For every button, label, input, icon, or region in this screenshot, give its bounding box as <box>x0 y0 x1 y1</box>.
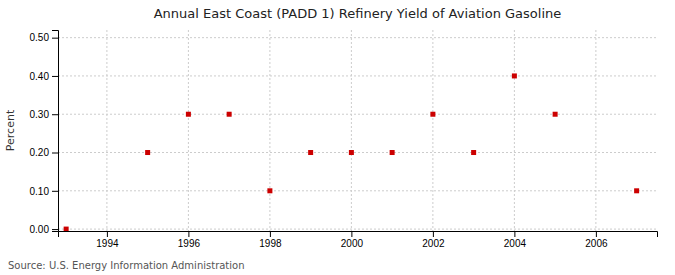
x-tick-label: 2006 <box>585 238 608 249</box>
grid-line-x <box>595 30 596 231</box>
grid-line-y <box>58 114 657 115</box>
grid-line-y <box>58 190 657 191</box>
x-tick: 1998 <box>259 231 282 249</box>
point <box>553 112 558 117</box>
grid-line-y <box>58 229 657 230</box>
y-axis-label: Percent <box>4 109 17 151</box>
x-tick-mark <box>351 231 352 237</box>
x-tick: 2002 <box>422 231 445 249</box>
y-tick: 0.30 <box>30 109 58 120</box>
x-tick-mark <box>514 231 515 237</box>
x-tick-mark <box>107 231 108 237</box>
y-tick-label: 0.10 <box>30 186 50 197</box>
x-tick-mark <box>433 231 434 237</box>
point <box>512 73 517 78</box>
y-tick: 0.50 <box>30 32 58 43</box>
y-tick: 0.40 <box>30 71 58 82</box>
title: Annual East Coast (PADD 1) Refinery Yiel… <box>154 6 562 21</box>
y-axis: 0.00 0.10 0.20 0.30 0.40 0.50 <box>30 31 59 235</box>
point <box>634 188 639 193</box>
y-tick-label: 0.20 <box>30 147 50 158</box>
point <box>267 188 272 193</box>
y-tick-mark <box>52 229 58 230</box>
y-tick-label: 0.50 <box>30 32 50 43</box>
y-tick-mark <box>52 76 58 77</box>
point <box>430 112 435 117</box>
x-tick-label: 1996 <box>178 238 201 249</box>
x-tick: 2004 <box>504 231 527 249</box>
grid-line-x <box>432 30 433 231</box>
point <box>145 150 150 155</box>
grid-line-x <box>351 30 352 231</box>
x-tick-label: 1998 <box>259 238 282 249</box>
point <box>186 112 191 117</box>
point <box>64 227 69 231</box>
point <box>308 150 313 155</box>
grid-line-x <box>269 30 270 231</box>
x-tick-mark <box>596 231 597 237</box>
y-tick: 0.10 <box>30 186 58 197</box>
plot: 1994 1996 1998 2000 2002 2004 2006 0.00 0.10 0.20… <box>30 30 658 249</box>
y-tick: 0.20 <box>30 147 58 158</box>
grid-line-x <box>514 30 515 231</box>
grid-line-x <box>106 30 107 231</box>
x-tick: 2000 <box>341 231 364 249</box>
x-tick-mark <box>270 231 271 237</box>
grid-line-y <box>58 37 657 38</box>
x-tick-label: 1994 <box>96 238 119 249</box>
grid <box>58 30 657 231</box>
point <box>390 150 395 155</box>
x-tick-label: 2000 <box>341 238 364 249</box>
x-tick-label: 2004 <box>504 238 527 249</box>
point <box>349 150 354 155</box>
y-tick-mark <box>52 191 58 192</box>
y-tick-label: 0.00 <box>30 224 50 235</box>
grid-line-x <box>188 30 189 231</box>
x-axis-line <box>59 232 658 238</box>
x-tick: 2006 <box>585 231 608 249</box>
y-tick-mark <box>52 153 58 154</box>
y-tick-label: 0.30 <box>30 109 50 120</box>
point <box>471 150 476 155</box>
y-tick-label: 0.40 <box>30 71 50 82</box>
y-axis-line <box>52 31 59 232</box>
y-tick: 0.00 <box>30 224 58 235</box>
x-tick: 1996 <box>178 231 201 249</box>
y-tick-mark <box>52 38 58 39</box>
points <box>64 73 639 231</box>
source: Source: U.S. Energy Information Administ… <box>8 260 245 271</box>
x-tick-mark <box>188 231 189 237</box>
chart: 1994 1996 1998 2000 2002 2004 2006 0.00 0.10 0.20… <box>0 0 675 275</box>
x-axis: 1994 1996 1998 2000 2002 2004 2006 <box>59 231 658 249</box>
x-tick-label: 2002 <box>422 238 445 249</box>
grid-line-y <box>58 75 657 76</box>
x-tick: 1994 <box>96 231 119 249</box>
y-tick-mark <box>52 114 58 115</box>
point <box>227 112 232 117</box>
